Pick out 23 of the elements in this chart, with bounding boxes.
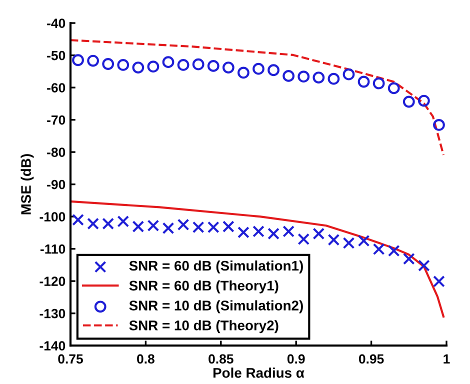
x-tick-label: 0.95 — [358, 354, 384, 364]
legend-label: SNR = 60 dB (Theory1) — [129, 280, 278, 294]
legend-label: SNR = 10 dB (Theory2) — [129, 320, 278, 334]
x-tick-label: 0.8 — [137, 354, 154, 364]
y-tick-label: -50 — [47, 50, 66, 60]
x-tick-label: 0.9 — [287, 354, 305, 364]
y-tick-label: -70 — [47, 115, 66, 125]
y-tick-label: -130 — [40, 308, 66, 318]
y-tick-label: -120 — [40, 276, 66, 286]
y-axis-title: MSE (dB) — [20, 154, 34, 214]
y-tick-label: -110 — [40, 244, 66, 254]
x-tick-label: 0.85 — [208, 354, 234, 364]
x-axis-title: Pole Radius α — [213, 368, 304, 378]
y-tick-label: -60 — [47, 83, 66, 92]
y-tick-label: -100 — [40, 212, 66, 222]
y-tick-label: -140 — [40, 341, 66, 351]
x-tick-label: 0.75 — [58, 354, 83, 364]
y-tick-label: -40 — [47, 18, 66, 28]
x-tick-label: 1 — [444, 354, 450, 364]
y-tick-label: -90 — [47, 180, 66, 190]
legend-label: SNR = 10 dB (Simulation2) — [129, 300, 303, 314]
legend-label: SNR = 60 dB (Simulation1) — [129, 260, 303, 274]
y-tick-label: -80 — [47, 148, 66, 157]
